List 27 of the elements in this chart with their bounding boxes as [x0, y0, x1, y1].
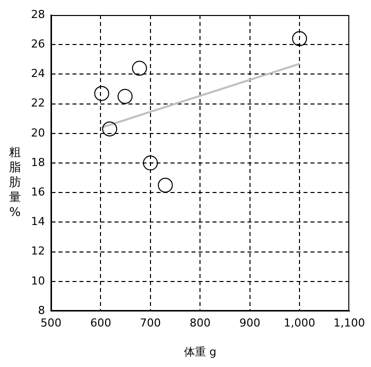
- x-tick-label: 800: [190, 316, 211, 330]
- point: [158, 178, 173, 193]
- point: [94, 86, 110, 101]
- x-tick-label: 1,000: [284, 316, 316, 330]
- y-tick-label: 8: [38, 304, 45, 317]
- y-tick-label: 10: [31, 274, 45, 288]
- y-tick-label: 28: [31, 8, 45, 21]
- point: [102, 121, 118, 136]
- y-tick-label: 12: [31, 244, 45, 258]
- y-tick-label: 18: [31, 156, 45, 169]
- y-tick-label: 22: [31, 96, 45, 110]
- point: [132, 60, 147, 76]
- x-axis-title: 体重 g: [184, 345, 216, 358]
- point: [142, 156, 158, 170]
- point: [292, 31, 308, 46]
- x-tick-label: 1,100: [334, 316, 366, 330]
- y-tick-label: 24: [31, 67, 45, 80]
- x-tick-label: 900: [239, 316, 260, 330]
- y-tick-label: 14: [31, 215, 45, 228]
- x-tick-label: 700: [140, 316, 161, 330]
- x-tick-label: 500: [40, 316, 62, 330]
- y-tick-label: 16: [31, 185, 45, 198]
- y-tick-label: 26: [31, 37, 45, 50]
- point: [118, 88, 133, 104]
- y-axis-title: 粗脂肪量%: [8, 145, 22, 220]
- y-tick-label: 20: [31, 126, 45, 140]
- x-tick-label: 600: [90, 316, 112, 330]
